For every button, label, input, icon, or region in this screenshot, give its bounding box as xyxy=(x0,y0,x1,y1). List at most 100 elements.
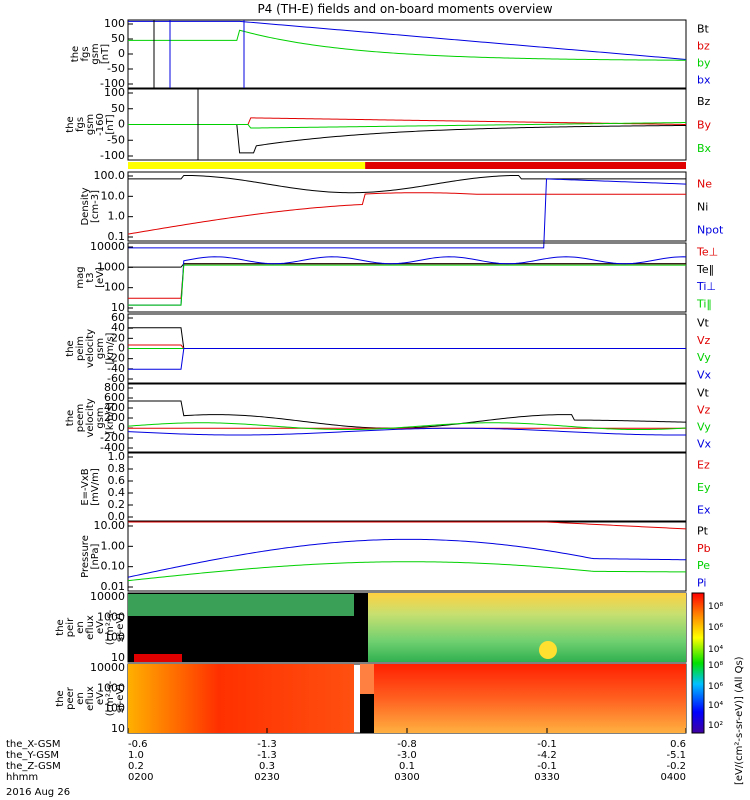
x-axis-value: -0.8 xyxy=(397,739,417,750)
series-line xyxy=(128,400,687,429)
y-tick-label: 0 xyxy=(118,47,125,60)
series-line xyxy=(128,327,686,349)
y-tick-label: 1000 xyxy=(97,681,125,694)
panel-efield: 1.00.80.60.40.20.0 E=-VxB [mV/m] Ez Ey Ex xyxy=(80,450,711,523)
x-axis-row-label: the_Y-GSM xyxy=(6,750,59,761)
series-line xyxy=(127,427,687,436)
y-axis-label: fgs xyxy=(80,46,91,61)
x-axis-value: -1.3 xyxy=(257,739,277,750)
x-axis-value: 0.1 xyxy=(399,761,415,772)
y-axis-label: gsm xyxy=(85,114,96,135)
y-tick-label: 100.0 xyxy=(94,169,126,182)
legend-entry: Pe xyxy=(697,559,710,572)
x-axis-row-label: hhmm xyxy=(6,772,38,783)
legend-entry: Bx xyxy=(697,142,712,155)
y-tick-label: 0 xyxy=(118,421,125,434)
peir-bright-spot xyxy=(539,641,557,659)
legend-entry: Vx xyxy=(697,368,712,381)
peer-right xyxy=(368,664,686,733)
y-axis-label: velocity xyxy=(85,398,96,437)
y-axis-label: the xyxy=(65,116,76,132)
y-axis-label: sr-eV) xyxy=(115,684,126,713)
colorbar-tick: 10⁶ xyxy=(708,682,723,692)
y-tick-label: 1.00 xyxy=(101,539,126,552)
x-axis-value: -5.1 xyxy=(666,750,686,761)
y-tick-label: -40 xyxy=(107,362,125,375)
figure-title: P4 (TH-E) fields and on-board moments ov… xyxy=(257,2,552,16)
colorbar-rect xyxy=(691,592,705,734)
panel-fgs: 100 50 0 -50 -100 the fgs gsm [nT] Bt bz by bx xyxy=(70,17,711,90)
y-tick-label: 600 xyxy=(104,391,125,404)
y-tick-label: 0.01 xyxy=(101,580,126,593)
y-axis-label: Density xyxy=(80,187,91,225)
y-tick-label: 10000 xyxy=(90,590,125,603)
y-axis-label: the xyxy=(55,619,66,635)
series-line xyxy=(127,561,687,582)
y-tick-label: 10 xyxy=(111,651,125,664)
y-tick-label: 100 xyxy=(104,631,125,644)
panel-frame xyxy=(127,521,687,592)
y-axis-label: the xyxy=(70,46,81,62)
series-line xyxy=(128,344,686,349)
x-axis-value: 0230 xyxy=(254,772,279,783)
y-tick-label: 10.0 xyxy=(101,189,126,202)
legend-entry: By xyxy=(697,119,712,132)
legend-entry: bx xyxy=(697,74,711,87)
panel-frame xyxy=(127,383,687,453)
legend-entry: Pb xyxy=(697,542,711,555)
legend-entry: Ne xyxy=(697,178,712,191)
y-axis-label: peer xyxy=(65,686,76,710)
panel-fgs-160: 100 50 0 -50 -100 the fgs gsm -160 [nT] Bz By Bx xyxy=(65,86,712,162)
y-tick-label: 10 xyxy=(111,301,125,314)
series-line xyxy=(128,264,686,306)
y-tick-label: 1.0 xyxy=(108,210,126,223)
y-tick-label: 100 xyxy=(104,281,125,294)
series-line xyxy=(127,192,686,235)
y-tick-label: 200 xyxy=(104,411,125,424)
colorbar-tick: 10⁴ xyxy=(708,645,723,655)
mode-segment xyxy=(128,162,366,169)
mode-segment xyxy=(365,162,686,169)
series-line xyxy=(128,521,687,530)
peir-red-band xyxy=(134,654,182,662)
y-tick-label: 0.8 xyxy=(108,462,126,475)
y-axis-label: the xyxy=(65,410,76,426)
y-tick-label: 40 xyxy=(111,321,125,334)
legend-entry: Vx xyxy=(697,438,712,451)
y-axis-label: the xyxy=(55,690,66,706)
y-tick-label: -100 xyxy=(100,77,125,90)
panel-pressure: 10.00 1.00 0.10 0.01 Pressure [nPa] Pt Pb Pe Pi xyxy=(80,519,711,593)
y-axis-label: [eV] xyxy=(95,267,106,288)
x-axis-value: 1.0 xyxy=(128,750,144,761)
legend-entry: Ex xyxy=(697,504,711,517)
peer-heatmap xyxy=(128,664,686,733)
peer-gap xyxy=(360,694,374,733)
y-tick-label: -200 xyxy=(100,431,125,444)
y-axis-label: E=-VxB xyxy=(80,468,91,505)
y-tick-label: 20 xyxy=(111,331,125,344)
x-axis-row-label: the_Z-GSM xyxy=(6,761,61,772)
y-axis-label: [mV/m] xyxy=(90,468,101,506)
y-axis-label: eflux xyxy=(85,686,96,711)
y-axis-label: eV xyxy=(95,621,106,634)
series-line xyxy=(128,122,687,129)
legend-entry: Ti‖ xyxy=(696,297,712,310)
y-axis-label: (cm²-s- xyxy=(105,680,116,716)
y-axis-label: gsm xyxy=(95,338,106,359)
x-axis-value: -4.2 xyxy=(537,750,557,761)
date-label: 2016 Aug 26 xyxy=(6,787,70,798)
legend-entry: Vz xyxy=(697,404,711,417)
y-axis-label: gsm xyxy=(90,43,101,64)
series-line xyxy=(128,174,686,194)
legend-entry: Pt xyxy=(697,525,709,538)
panel-frame xyxy=(127,242,687,313)
x-axis-row-label: the_X-GSM xyxy=(6,739,60,750)
legend-entry: Vt xyxy=(697,387,710,400)
legend-entry: Vt xyxy=(697,317,710,330)
y-tick-label: 0 xyxy=(118,342,125,355)
y-tick-label: -20 xyxy=(107,352,125,365)
panel-density: 100.0 10.0 1.0 0.1 Density [cm-3] Ne Ni Npot xyxy=(80,169,724,249)
y-axis-label: eV xyxy=(95,692,106,705)
